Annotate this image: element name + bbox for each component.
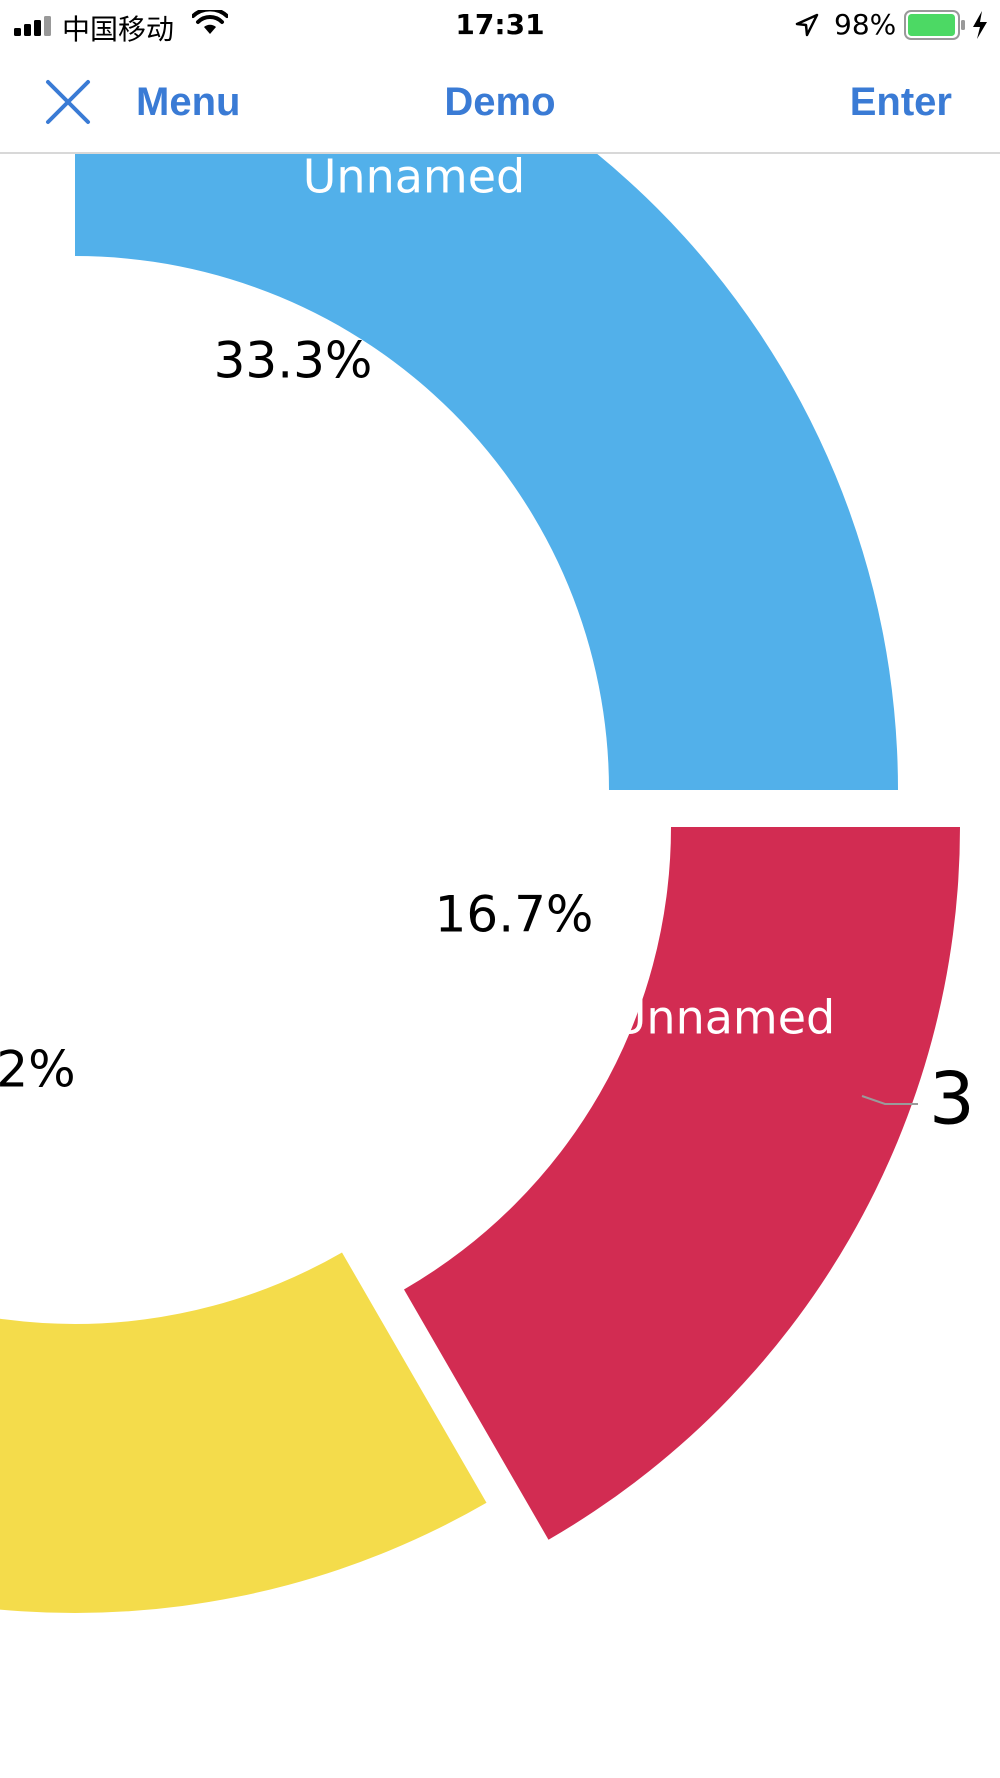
pie-slice-3[interactable] (0, 1252, 487, 1613)
callout-value: 3 (929, 1057, 975, 1141)
callout-leader-line (861, 1095, 918, 1105)
status-bar: 中国移动 17:31 98% (0, 0, 1000, 50)
cellular-signal-icon (14, 16, 51, 36)
pie-slice-shape[interactable] (0, 1252, 487, 1613)
charging-bolt-icon (973, 11, 987, 39)
navigation-bar: Menu Demo Enter (0, 50, 1000, 154)
enter-button[interactable]: Enter (849, 80, 952, 124)
slice-percent-label: 16.7% (435, 886, 594, 944)
pie-slice-shape[interactable] (404, 827, 960, 1540)
battery-icon (904, 10, 965, 40)
close-icon[interactable] (44, 78, 92, 126)
pie-slice-2[interactable] (404, 827, 960, 1540)
battery-level-fill (908, 14, 955, 36)
slice-label: Unnamed (303, 154, 525, 204)
location-arrow-icon (795, 13, 819, 37)
wifi-icon (192, 10, 228, 34)
pie-slice-shape[interactable] (75, 154, 898, 790)
slice-label: ned (0, 1253, 71, 1307)
clock-time: 17:31 (455, 8, 545, 41)
pie-slice-1[interactable] (75, 154, 898, 790)
slice-label: Unnamed (613, 991, 835, 1045)
page-title: Demo (444, 80, 556, 124)
battery-percent: 98% (834, 8, 897, 41)
carrier-name: 中国移动 (62, 13, 175, 46)
donut-chart: Unnamed Unnamed ned 33.3% 16.7% 2% 3 (0, 154, 975, 1613)
slice-percent-label: 33.3% (214, 332, 373, 390)
menu-button[interactable]: Menu (136, 80, 241, 124)
slice-percent-label: 2% (0, 1041, 76, 1099)
